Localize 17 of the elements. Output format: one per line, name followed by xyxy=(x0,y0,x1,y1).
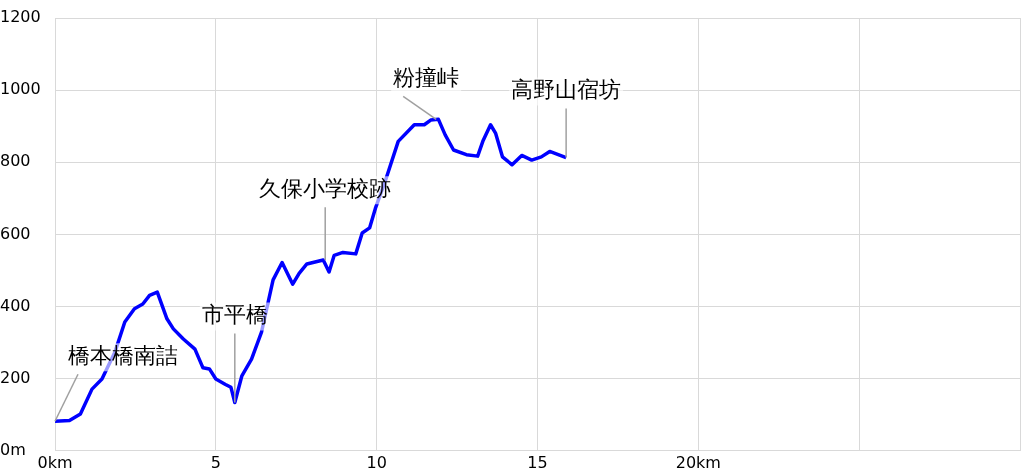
annotation: 橋本橋南詰 xyxy=(68,342,178,368)
y-tick-label: 200 xyxy=(0,367,31,387)
annotation: 市平橋 xyxy=(201,302,268,328)
annotation: 粉撞峠 xyxy=(393,65,460,91)
y-tick-label: 1000 xyxy=(0,79,41,99)
y-tick-label: 800 xyxy=(0,151,31,171)
x-tick-label: 5 xyxy=(210,452,221,472)
x-tick-label: 15 xyxy=(527,452,548,472)
x-tick-label: 10 xyxy=(366,452,387,472)
y-tick-label: 1200 xyxy=(0,7,41,27)
x-tick-label: 20km xyxy=(675,452,721,472)
y-tick-label: 400 xyxy=(0,295,31,315)
x-tick-label: 0km xyxy=(37,452,73,472)
annotation: 久保小学校跡 xyxy=(259,176,392,202)
y-tick-label: 600 xyxy=(0,223,31,243)
y-tick-label: 0m xyxy=(0,439,26,459)
annotation: 高野山宿坊 xyxy=(511,77,622,103)
